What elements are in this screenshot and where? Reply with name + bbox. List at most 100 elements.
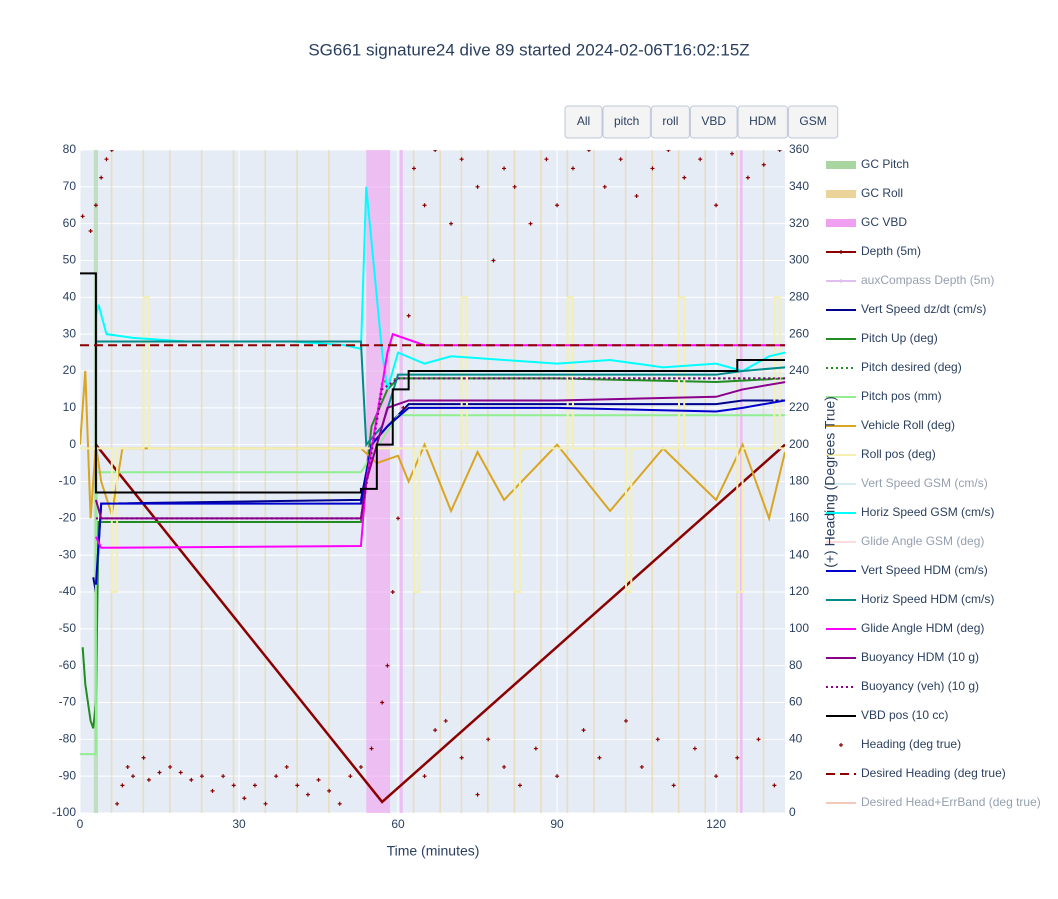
y2-tick-label: 180 xyxy=(789,474,809,488)
legend-item[interactable]: Pitch pos (mm) xyxy=(826,389,942,403)
gc-band xyxy=(169,150,171,813)
legend-item[interactable]: VBD pos (10 cc) xyxy=(826,708,948,722)
heading-marker xyxy=(623,718,628,723)
legend-item[interactable]: Pitch Up (deg) xyxy=(826,331,938,345)
y2-tick-label: 200 xyxy=(789,437,809,451)
y-tick-label: 10 xyxy=(63,400,77,414)
x-tick-label: 120 xyxy=(706,817,726,831)
legend-label: Roll pos (deg) xyxy=(861,447,936,461)
x-axis-title: Time (minutes) xyxy=(387,843,480,859)
series-line xyxy=(80,272,785,494)
series-line xyxy=(95,377,785,520)
heading-marker xyxy=(714,774,719,779)
heading-marker xyxy=(396,516,401,521)
y2-tick-label: 140 xyxy=(789,547,809,561)
legend-item[interactable]: GC Roll xyxy=(826,186,903,200)
legend-item[interactable]: Depth (5m) xyxy=(826,244,921,258)
heading-marker xyxy=(157,770,162,775)
legend-item[interactable]: Vehicle Roll (deg) xyxy=(826,418,955,432)
button-label[interactable]: GSM xyxy=(799,114,826,128)
legend-item[interactable]: Heading (deg true) xyxy=(839,737,961,751)
menu-button[interactable] xyxy=(650,105,690,139)
heading-marker xyxy=(99,175,104,180)
button-label[interactable]: VBD xyxy=(701,114,726,128)
legend-label: Pitch desired (deg) xyxy=(861,360,962,374)
heading-marker xyxy=(682,175,687,180)
legend-item[interactable]: Roll pos (deg) xyxy=(826,447,936,461)
legend-label: Horiz Speed GSM (cm/s) xyxy=(861,505,994,519)
legend-label: GC Pitch xyxy=(861,157,909,171)
x-tick-label: 30 xyxy=(232,817,246,831)
button-label[interactable]: pitch xyxy=(614,114,639,128)
heading-marker xyxy=(406,313,411,318)
series-line xyxy=(80,296,785,593)
legend-item[interactable]: Buoyancy (veh) (10 g) xyxy=(826,679,979,693)
menu-button[interactable] xyxy=(602,105,651,139)
heading-marker xyxy=(141,755,146,760)
heading-marker xyxy=(125,764,130,769)
legend-label: Glide Angle GSM (deg) xyxy=(861,534,984,548)
legend-label: Glide Angle HDM (deg) xyxy=(861,621,984,635)
menu-button[interactable] xyxy=(787,105,839,139)
heading-marker xyxy=(242,796,247,801)
y-tick-label: -60 xyxy=(59,658,77,672)
legend-item[interactable]: Desired Head+ErrBand (deg true) xyxy=(826,795,1041,809)
heading-marker xyxy=(189,777,194,782)
legend-label: Vert Speed GSM (cm/s) xyxy=(861,476,988,490)
y-tick-label: -70 xyxy=(59,695,77,709)
heading-marker xyxy=(671,783,676,788)
legend-item[interactable]: Desired Heading (deg true) xyxy=(826,766,1006,780)
heading-marker xyxy=(120,783,125,788)
heading-marker xyxy=(295,783,300,788)
legend-item[interactable]: Vert Speed HDM (cm/s) xyxy=(826,563,988,577)
legend-item[interactable]: Vert Speed dz/dt (cm/s) xyxy=(826,302,986,316)
menu-button[interactable] xyxy=(737,105,788,139)
heading-marker xyxy=(221,774,226,779)
heading-marker xyxy=(380,700,385,705)
legend-swatch xyxy=(839,279,843,283)
legend-item[interactable]: Vert Speed GSM (cm/s) xyxy=(826,476,988,490)
legend-item[interactable]: Buoyancy HDM (10 g) xyxy=(826,650,979,664)
legend-item[interactable]: Glide Angle HDM (deg) xyxy=(826,621,984,635)
button-label[interactable]: roll xyxy=(662,114,678,128)
menu-button[interactable] xyxy=(564,105,603,139)
legend-item[interactable]: GC VBD xyxy=(826,215,907,229)
button-label[interactable]: All xyxy=(577,114,590,128)
y2-tick-label: 100 xyxy=(789,621,809,635)
legend-item[interactable]: Horiz Speed HDM (cm/s) xyxy=(826,592,994,606)
heading-marker xyxy=(337,801,342,806)
heading-marker xyxy=(634,194,639,199)
series-line xyxy=(95,340,785,448)
heading-marker xyxy=(284,764,289,769)
heading-marker xyxy=(618,157,623,162)
legend-label: Buoyancy HDM (10 g) xyxy=(861,650,979,664)
heading-marker xyxy=(502,764,507,769)
heading-marker xyxy=(544,157,549,162)
heading-marker xyxy=(348,774,353,779)
button-label[interactable]: HDM xyxy=(749,114,776,128)
heading-marker xyxy=(486,737,491,742)
menu-button[interactable] xyxy=(689,105,738,139)
legend-item[interactable]: Horiz Speed GSM (cm/s) xyxy=(826,505,994,519)
y2-tick-label: 280 xyxy=(789,290,809,304)
y-tick-label: -40 xyxy=(59,584,77,598)
heading-marker xyxy=(358,764,363,769)
y2-tick-label: 40 xyxy=(789,732,803,746)
legend-item[interactable]: GC Pitch xyxy=(826,157,909,171)
legend-label: Desired Head+ErrBand (deg true) xyxy=(861,795,1041,809)
legend-item[interactable]: Pitch desired (deg) xyxy=(826,360,962,374)
heading-marker xyxy=(655,737,660,742)
legend-item[interactable]: auxCompass Depth (5m) xyxy=(826,273,994,287)
heading-marker xyxy=(459,157,464,162)
heading-marker xyxy=(411,166,416,171)
legend-label: GC VBD xyxy=(861,215,907,229)
y-tick-label: -50 xyxy=(59,621,77,635)
heading-marker xyxy=(735,755,740,760)
heading-marker xyxy=(597,755,602,760)
legend-item[interactable]: Glide Angle GSM (deg) xyxy=(826,534,984,548)
heading-marker xyxy=(305,792,310,797)
y-tick-label: -100 xyxy=(52,805,76,819)
heading-marker xyxy=(109,150,114,152)
y2-tick-label: 20 xyxy=(789,768,803,782)
